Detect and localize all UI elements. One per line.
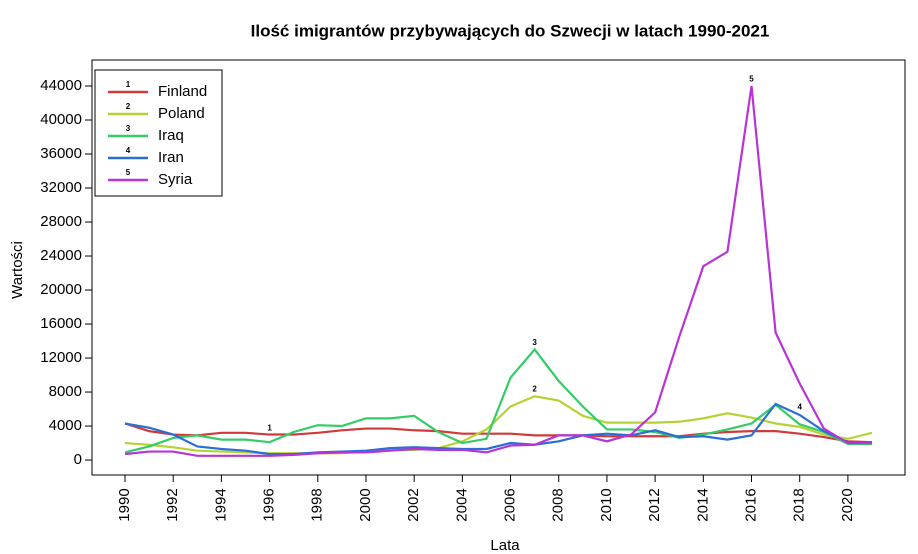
y-tick-label: 12000 <box>40 349 82 366</box>
annotation: 1 <box>267 424 272 433</box>
plot-box <box>91 59 906 476</box>
y-tick-label: 40000 <box>40 111 82 128</box>
legend-marker: 5 <box>126 168 131 177</box>
legend-label: Iraq <box>158 127 184 144</box>
legend-marker: 2 <box>126 102 131 111</box>
annotation: 4 <box>797 402 802 411</box>
y-tick-label: 4000 <box>49 417 82 434</box>
x-tick-label: 1994 <box>212 488 229 521</box>
y-tick-label: 8000 <box>49 383 82 400</box>
x-tick-label: 2018 <box>791 488 808 521</box>
series-line <box>124 85 872 457</box>
legend-marker: 1 <box>126 80 131 89</box>
x-tick-label: 1990 <box>116 488 133 521</box>
y-tick-label: 28000 <box>40 213 82 230</box>
series-line <box>124 402 872 456</box>
legend-label: Poland <box>158 105 205 122</box>
series-line <box>124 347 872 454</box>
y-tick-label: 20000 <box>40 281 82 298</box>
x-tick-label: 2008 <box>550 488 567 521</box>
annotation: 2 <box>532 385 537 394</box>
x-tick-label: 1998 <box>309 488 326 521</box>
series-line <box>124 422 873 444</box>
x-tick-label: 2006 <box>502 488 519 521</box>
x-tick-label: 2012 <box>646 488 663 521</box>
legend-marker: 3 <box>126 124 131 133</box>
series-line <box>124 395 873 455</box>
annotation: 3 <box>532 338 537 347</box>
y-tick-label: 36000 <box>40 145 82 162</box>
legend-label: Syria <box>158 171 193 188</box>
y-tick-label: 44000 <box>40 77 82 94</box>
annotation: 5 <box>749 74 754 83</box>
x-tick-label: 2016 <box>742 488 759 521</box>
x-tick-label: 2020 <box>839 488 856 521</box>
x-tick-label: 2000 <box>357 488 374 521</box>
y-tick-label: 32000 <box>40 179 82 196</box>
y-tick-label: 16000 <box>40 315 82 332</box>
x-tick-label: 1996 <box>261 488 278 521</box>
x-tick-label: 2014 <box>694 488 711 521</box>
y-tick-label: 0 <box>74 451 82 468</box>
y-axis-label: Wartości <box>9 241 26 299</box>
x-tick-label: 2010 <box>598 488 615 521</box>
legend-label: Iran <box>158 149 184 166</box>
x-axis-label: Lata <box>490 537 520 554</box>
legend-label: Finland <box>158 83 207 100</box>
x-tick-label: 2004 <box>453 488 470 521</box>
x-tick-label: 2002 <box>405 488 422 521</box>
y-tick-label: 24000 <box>40 247 82 264</box>
chart-title: Ilość imigrantów przybywających do Szwec… <box>251 21 770 40</box>
x-tick-label: 1992 <box>164 488 181 521</box>
legend-marker: 4 <box>126 146 131 155</box>
